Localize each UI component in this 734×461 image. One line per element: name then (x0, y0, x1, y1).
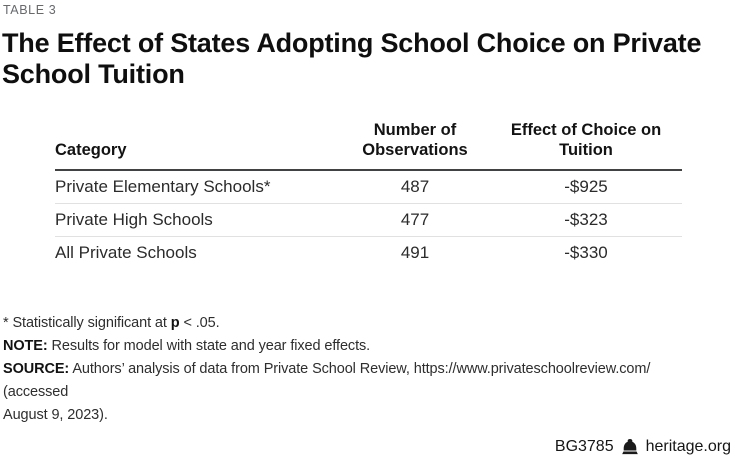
table-row: Private High Schools 477 -$323 (55, 203, 682, 237)
cell-category: All Private Schools (55, 243, 197, 262)
significance-note: * Statistically significant at p < .05. (3, 315, 220, 331)
cell-effect: -$323 (490, 203, 682, 237)
source-label: SOURCE: (3, 361, 70, 377)
cell-observations: 491 (400, 243, 430, 262)
cell-category: Private Elementary Schools* (55, 170, 340, 204)
site-url: heritage.org (645, 438, 731, 455)
data-table: Category Number of Observations Effect o… (55, 120, 682, 269)
table-number-label: TABLE 3 (3, 3, 57, 17)
cell-category: Private High Schools (55, 203, 340, 237)
footnotes: * Statistically significant at p < .05. … (3, 312, 711, 427)
table-header-row: Category Number of Observations Effect o… (55, 120, 682, 171)
column-header-category: Category (55, 120, 340, 171)
cell-effect: -$330 (564, 243, 608, 262)
note-label: NOTE: (3, 338, 48, 354)
model-note: NOTE: Results for model with state and y… (3, 338, 371, 354)
cell-effect: -$925 (490, 170, 682, 204)
cell-observations: 487 (340, 170, 490, 204)
source-note: SOURCE: Authors’ analysis of data from P… (3, 361, 651, 423)
footer: BG3785 heritage.org (555, 438, 731, 456)
liberty-bell-icon (621, 439, 638, 455)
column-header-effect: Effect of Choice on Tuition (490, 120, 682, 171)
page-title: The Effect of States Adopting School Cho… (2, 28, 702, 89)
column-header-observations: Number of Observations (340, 120, 490, 171)
table-row: All Private Schools 491 -$330 (55, 237, 682, 270)
doc-id: BG3785 (554, 438, 614, 455)
cell-observations: 477 (340, 203, 490, 237)
table-row: Private Elementary Schools* 487 -$925 (55, 170, 682, 204)
